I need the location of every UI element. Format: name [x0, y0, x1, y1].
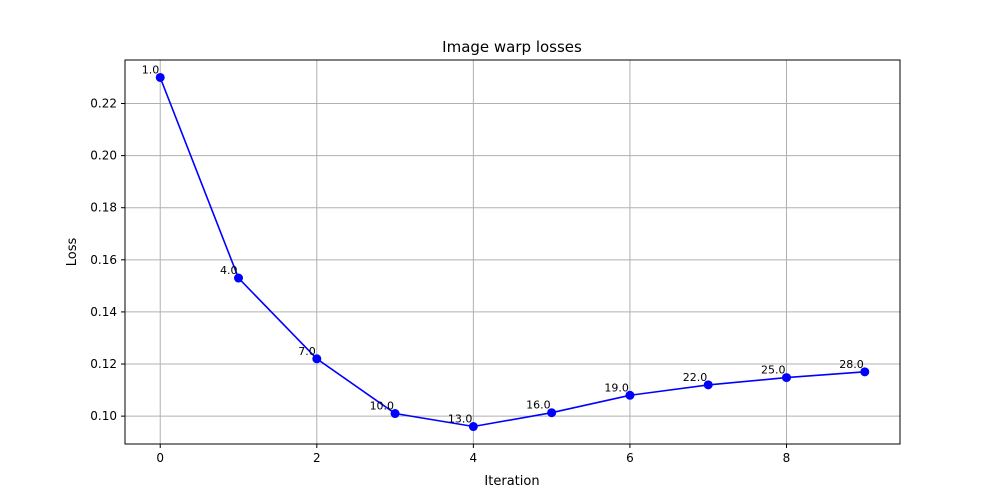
y-tick-label: 0.16	[90, 253, 117, 267]
data-point	[703, 380, 713, 390]
point-label: 7.0	[298, 345, 316, 358]
point-label: 4.0	[220, 264, 238, 277]
y-tick-label: 0.10	[90, 409, 117, 423]
data-point	[860, 367, 870, 377]
y-axis-label: Loss	[65, 238, 80, 267]
y-tick-label: 0.20	[90, 149, 117, 163]
data-point	[468, 422, 478, 432]
grid	[125, 60, 900, 444]
data-point	[781, 373, 791, 383]
data-point	[390, 409, 400, 419]
point-label: 25.0	[761, 364, 786, 377]
point-label: 22.0	[683, 371, 708, 384]
x-tick-label: 6	[626, 451, 634, 465]
x-tick-label: 8	[783, 451, 791, 465]
point-label: 13.0	[448, 413, 473, 426]
data-point	[312, 354, 322, 364]
point-label: 19.0	[604, 381, 629, 394]
point-label: 16.0	[526, 399, 551, 412]
ticks: 0 2 4 6 8 0.10 0.12 0.14 0.16 0.18 0.20 0.22	[90, 97, 790, 465]
point-label: 10.0	[370, 400, 395, 413]
x-tick-label: 2	[313, 451, 321, 465]
data-point	[547, 408, 557, 418]
plot-frame	[124, 59, 901, 445]
point-label: 1.0	[142, 63, 160, 76]
x-axis-label: Iteration	[484, 474, 539, 489]
y-tick-label: 0.22	[90, 97, 117, 111]
point-label: 28.0	[839, 358, 864, 371]
y-tick-label: 0.18	[90, 201, 117, 215]
data-point	[155, 72, 165, 82]
series-layer: 1.0 4.0 7.0 10.0 13.0 16.0 19.0 22.0 25.0 28.0	[142, 63, 870, 432]
y-tick-label: 0.12	[90, 357, 117, 371]
y-tick-label: 0.14	[90, 305, 117, 319]
data-point	[625, 390, 635, 400]
chart-title: Image warp losses	[442, 38, 582, 56]
x-tick-label: 0	[156, 451, 164, 465]
x-tick-label: 4	[470, 451, 478, 465]
loss-line	[159, 77, 865, 428]
data-point	[234, 273, 244, 283]
